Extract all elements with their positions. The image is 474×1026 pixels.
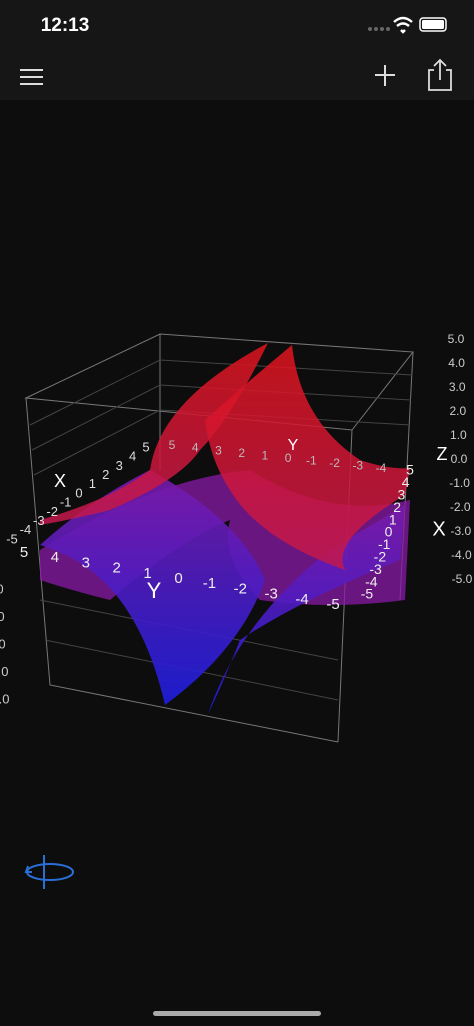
z-tick: 4.0 [448, 356, 465, 370]
z-tick: 3.0 [449, 380, 466, 394]
z-tick: 1.0 [450, 428, 467, 442]
x-back-tick: 4 [129, 449, 136, 464]
z-left-tick: .0 [0, 664, 8, 679]
y-back-tick: 2 [238, 446, 245, 460]
x-back-tick: -1 [60, 495, 72, 510]
z-left-tick: 0 [0, 581, 4, 596]
y-back-tick: -3 [352, 459, 363, 473]
y-front-tick: 2 [113, 560, 121, 577]
menu-button[interactable] [20, 69, 43, 85]
x-back-tick: -2 [46, 504, 58, 519]
x-front-tick: 4 [402, 474, 410, 490]
share-button[interactable] [428, 58, 452, 91]
axis-title: Y [288, 437, 299, 454]
y-back-tick: 1 [262, 448, 269, 462]
axis-title: X [54, 471, 66, 491]
surface-red-right [205, 345, 410, 570]
y-front-tick: -3 [265, 586, 278, 603]
x-front-tick: -3 [369, 561, 382, 577]
y-back-tick: -1 [306, 454, 317, 468]
x-front-tick: -2 [374, 549, 387, 565]
x-front-tick: -4 [365, 573, 378, 589]
x-back-tick: 2 [102, 467, 109, 482]
y-front-tick: 1 [143, 565, 151, 582]
top-bar [0, 0, 474, 100]
x-front-tick: 2 [393, 499, 401, 515]
surface-blue-right [208, 505, 405, 714]
x-front-tick: 1 [389, 511, 397, 527]
axis-title: X [432, 518, 445, 540]
y-back-tick: -4 [376, 461, 387, 475]
z-tick: 0.0 [451, 452, 468, 466]
z-tick: 5.0 [448, 332, 465, 346]
wifi-icon [393, 16, 413, 34]
x-back-tick: -4 [20, 522, 32, 537]
x-back-tick: 1 [89, 476, 96, 491]
battery-level [422, 20, 444, 29]
z-tick: 2.0 [449, 404, 466, 418]
z-tick: -2.0 [450, 500, 471, 514]
z-left-tick: .0 [0, 691, 9, 706]
x-back-tick: 5 [142, 439, 149, 454]
x-back-tick: -3 [33, 513, 45, 528]
battery-icon [419, 17, 447, 32]
x-back-tick: 0 [75, 485, 82, 500]
x-front-tick: -1 [378, 536, 391, 552]
y-front-tick: -4 [295, 591, 308, 608]
x-front-tick: 3 [398, 487, 406, 503]
y-back-tick: 5 [169, 438, 176, 452]
y-front-tick: 5 [20, 544, 28, 561]
surface-red-left [40, 343, 268, 525]
signal-dots [368, 27, 390, 31]
home-indicator [153, 1011, 321, 1016]
y-front-tick: 3 [82, 554, 90, 571]
x-back-tick: 3 [116, 458, 123, 473]
x-back-tick: -5 [6, 531, 18, 546]
y-back-tick: 4 [192, 441, 199, 455]
status-time: 12:13 [41, 15, 90, 36]
y-back-tick: 0 [285, 451, 292, 465]
y-back-tick: 3 [215, 443, 222, 457]
z-tick: -4.0 [451, 548, 472, 562]
z-left-tick: 0 [0, 636, 6, 651]
x-front-tick: 0 [385, 524, 393, 540]
y-front-tick: -5 [326, 596, 339, 613]
rotate-button[interactable] [24, 855, 74, 889]
x-front-tick: 5 [406, 462, 414, 478]
axis-title: Z [437, 444, 448, 464]
y-back-tick: -2 [329, 456, 340, 470]
y-front-tick: -1 [203, 575, 216, 592]
add-button[interactable] [375, 65, 395, 86]
surface-blue-left [40, 470, 265, 705]
y-front-tick: 4 [51, 549, 59, 566]
y-front-tick: -2 [234, 580, 247, 597]
axis-title: Y [147, 578, 162, 603]
z-left-tick: 0 [0, 609, 5, 624]
z-tick: -1.0 [449, 476, 470, 490]
z-tick: -3.0 [450, 524, 471, 538]
x-front-tick: -5 [361, 586, 374, 602]
z-tick: -5.0 [452, 572, 473, 586]
y-front-tick: 0 [174, 570, 182, 587]
